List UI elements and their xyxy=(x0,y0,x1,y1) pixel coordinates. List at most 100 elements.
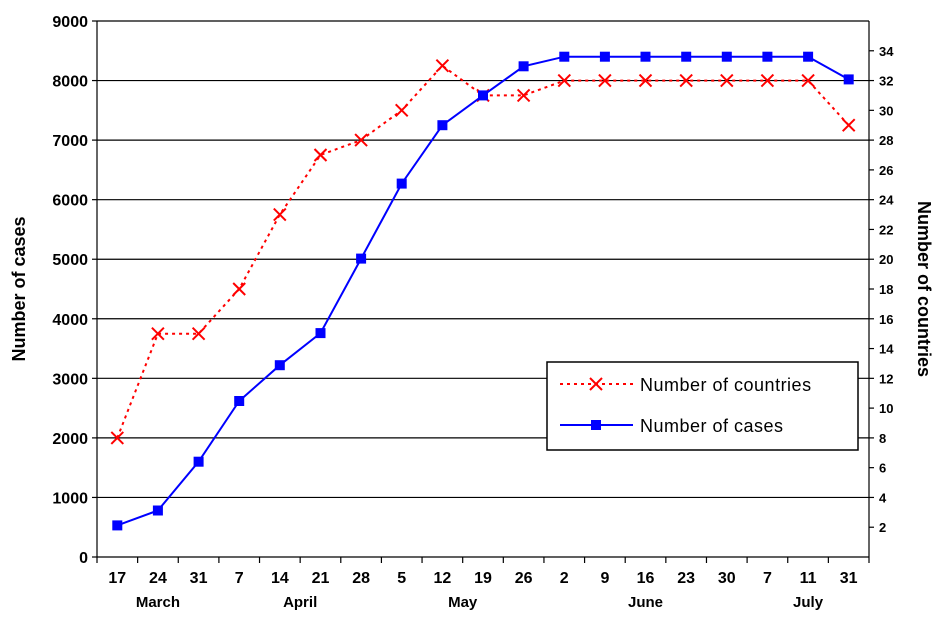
data-point-countries xyxy=(151,326,165,341)
y-tick-label: 5000 xyxy=(52,252,88,269)
data-point-stroke xyxy=(760,73,775,88)
data-point-countries xyxy=(232,282,246,296)
y-right-tick-label: 34 xyxy=(879,44,894,59)
x-tick-label: 30 xyxy=(718,570,736,587)
x-month-label: March xyxy=(136,594,180,611)
x-tick-label: 5 xyxy=(397,570,406,587)
y-right-tick-label: 12 xyxy=(879,371,893,386)
data-point-stroke xyxy=(679,73,693,88)
data-point-stroke xyxy=(720,73,734,88)
data-point-stroke xyxy=(151,326,165,341)
x-tick-label: 7 xyxy=(763,570,772,587)
y-right-tick-label: 20 xyxy=(879,252,893,267)
data-point-cases xyxy=(396,178,407,189)
data-point-countries xyxy=(638,73,653,88)
x-tick-label: 14 xyxy=(271,570,289,587)
data-point-cases xyxy=(640,51,651,62)
data-point-stroke xyxy=(841,118,856,132)
data-point-stroke xyxy=(232,282,246,296)
gridlines xyxy=(97,20,869,499)
x-tick-label: 24 xyxy=(149,570,167,587)
x-tick-label: 31 xyxy=(840,570,858,587)
y-right-tick-label: 10 xyxy=(879,401,893,416)
y-tick-label: 1000 xyxy=(52,490,88,507)
x-tick-label: 19 xyxy=(474,570,492,587)
data-point-cases xyxy=(152,505,163,516)
y-right-tick-label: 32 xyxy=(879,74,893,89)
y-tick-label: 2000 xyxy=(52,431,88,448)
data-point-stroke xyxy=(516,88,531,103)
x-tick-label: 28 xyxy=(352,570,370,587)
legend-marker-cases xyxy=(591,420,601,430)
data-point-countries xyxy=(313,148,328,162)
data-point-countries xyxy=(435,58,450,73)
data-point-countries xyxy=(841,118,856,132)
x-tick-label: 23 xyxy=(677,570,695,587)
data-point-stroke xyxy=(394,103,409,118)
legend-label-cases: Number of cases xyxy=(640,416,784,436)
y-right-tick-label: 30 xyxy=(879,103,893,118)
legend-marker-countries xyxy=(589,377,603,391)
data-point-countries xyxy=(557,73,572,88)
data-point-countries xyxy=(760,73,775,88)
x-tick-label: 7 xyxy=(235,570,244,587)
data-point-cases xyxy=(478,90,488,101)
y-tick-label: 0 xyxy=(79,550,88,567)
data-point-countries xyxy=(516,88,531,103)
data-point-countries xyxy=(394,103,409,118)
y-right-tick-label: 28 xyxy=(879,133,893,148)
x-month-label: May xyxy=(448,594,478,611)
y-right-tick-label: 26 xyxy=(879,163,893,178)
legend: Number of countries Number of cases xyxy=(546,361,859,451)
x-tick-label: 12 xyxy=(433,570,451,587)
data-point-stroke xyxy=(273,207,287,222)
data-point-countries xyxy=(110,431,125,445)
data-point-cases xyxy=(274,360,285,371)
data-point-cases xyxy=(234,396,245,406)
x-tick-label: 31 xyxy=(190,570,208,587)
data-point-stroke xyxy=(598,73,612,88)
data-point-stroke xyxy=(354,133,368,147)
data-point-cases xyxy=(193,456,204,467)
data-point-stroke xyxy=(191,326,206,341)
data-point-countries xyxy=(354,133,368,147)
x-month-label: July xyxy=(793,594,824,611)
y-right-tick-label: 18 xyxy=(879,282,893,297)
y-right-tick-label: 24 xyxy=(879,193,894,208)
data-point-stroke xyxy=(638,73,653,88)
data-point-countries xyxy=(679,73,693,88)
x-tick-label: 16 xyxy=(637,570,655,587)
data-point-cases xyxy=(437,120,448,131)
legend-label-countries: Number of countries xyxy=(640,375,812,395)
y-tick-label: 4000 xyxy=(52,312,88,329)
y-right-tick-label: 16 xyxy=(879,312,893,327)
data-point-stroke xyxy=(801,73,815,88)
x-tick-label: 17 xyxy=(108,570,126,587)
data-point-stroke xyxy=(313,148,328,162)
y-axis-title-left: Number of cases xyxy=(9,216,29,361)
data-point-stroke xyxy=(435,58,450,73)
data-point-countries xyxy=(191,326,206,341)
data-point-cases xyxy=(681,51,692,62)
y-right-tick-label: 4 xyxy=(879,490,887,505)
data-point-cases xyxy=(721,51,732,62)
axes: 0100020003000400050006000700080009000246… xyxy=(52,14,894,611)
x-month-label: April xyxy=(283,594,317,611)
y-tick-label: 9000 xyxy=(52,14,88,31)
data-point-countries xyxy=(801,73,815,88)
data-point-countries xyxy=(598,73,612,88)
data-point-cases xyxy=(559,51,570,62)
data-point-cases xyxy=(356,253,367,264)
x-tick-label: 9 xyxy=(600,570,609,587)
x-tick-label: 21 xyxy=(312,570,330,587)
data-point-cases xyxy=(112,520,123,531)
y-tick-label: 6000 xyxy=(52,193,88,210)
series-layer xyxy=(110,51,856,531)
data-point-stroke xyxy=(557,73,572,88)
data-point-cases xyxy=(599,51,610,62)
legend-box xyxy=(546,361,859,451)
data-point-cases xyxy=(315,328,326,339)
y-right-tick-label: 8 xyxy=(879,431,886,446)
y-tick-label: 3000 xyxy=(52,371,88,388)
